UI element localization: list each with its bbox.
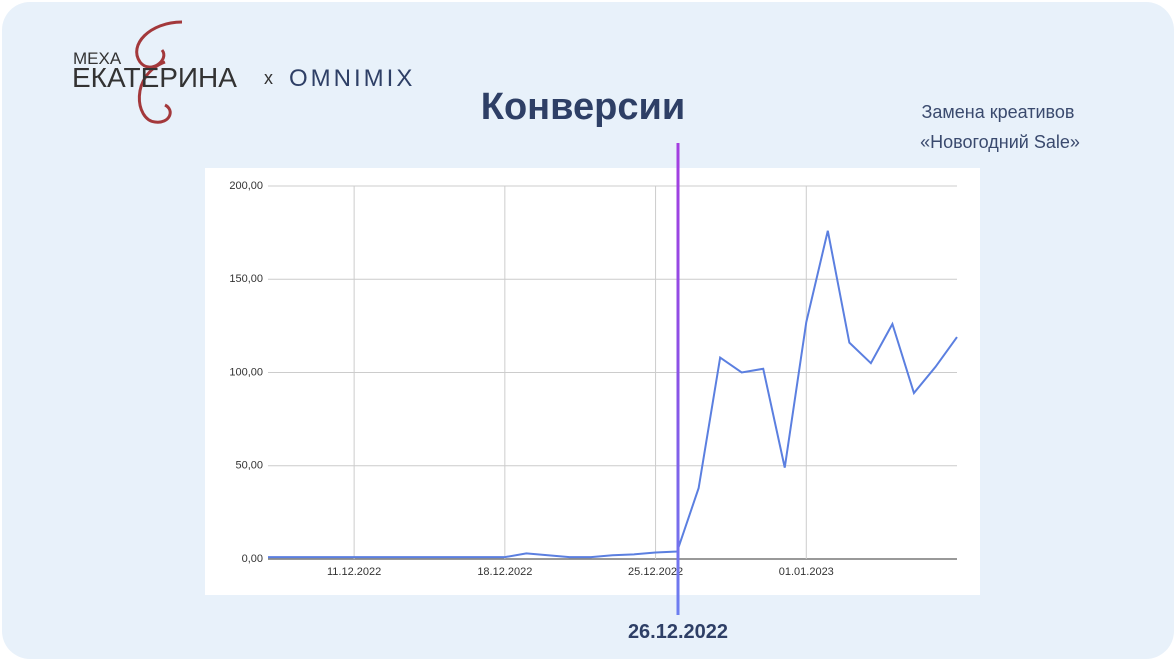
data-line: [268, 230, 958, 559]
logo-times: x: [264, 68, 273, 88]
logo-flourish: [135, 20, 183, 124]
x-tick-label: 01.01.2023: [779, 566, 834, 578]
logo-main: ЕКАТЕРИНА: [72, 62, 237, 93]
chart-title: Конверсии: [481, 86, 685, 128]
y-tick-label: 0,00: [242, 553, 263, 565]
annotation-line: Замена креативов: [922, 102, 1075, 122]
x-tick-label: 11.12.2022: [327, 566, 381, 578]
plot: 0,00 50,00 100,00 150,00 200,00 11.12.2022 18.…: [229, 180, 958, 578]
logo: МЕХА ЕКАТЕРИНА x OMNIMIX: [72, 20, 415, 124]
annotation-date: 26.12.2022: [628, 621, 728, 643]
y-tick-label: 100,00: [229, 366, 263, 378]
logo-partner: OMNIMIX: [289, 65, 415, 92]
y-tick-label: 150,00: [229, 273, 263, 285]
annotation-line: «Новогодний Sale»: [920, 132, 1080, 152]
chart-card: [205, 168, 980, 595]
x-tick-label: 25.12.2022: [628, 566, 683, 578]
annotation-marker: [676, 143, 680, 615]
y-tick-label: 50,00: [235, 460, 263, 472]
logo-top: МЕХА: [73, 49, 122, 68]
y-tick-label: 200,00: [229, 180, 263, 192]
x-tick-label: 18.12.2022: [477, 566, 532, 578]
